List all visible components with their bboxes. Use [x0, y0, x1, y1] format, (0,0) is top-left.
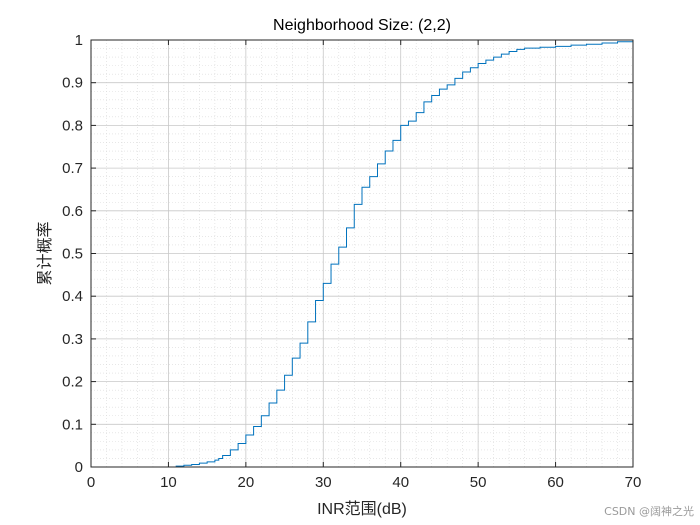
y-tick-label: 0.3	[62, 331, 83, 348]
x-tick-label: 70	[625, 474, 642, 491]
x-tick-label: 0	[87, 474, 95, 491]
y-tick-label: 1	[75, 32, 83, 49]
y-tick-label: 0.8	[62, 117, 83, 134]
y-tick-label: 0.9	[62, 75, 83, 92]
x-tick-label: 60	[547, 474, 564, 491]
y-tick-label: 0.4	[62, 288, 83, 305]
x-tick-label: 40	[392, 474, 409, 491]
y-tick-label: 0.1	[62, 416, 83, 433]
y-axis-label: 累计概率	[36, 221, 54, 285]
watermark: CSDN @阔神之光	[604, 505, 694, 518]
y-tick-labels: 0 0.1 0.2 0.3 0.4 0.5 0.6 0.7 0.8 0.9 1	[62, 32, 83, 476]
x-tick-label: 20	[238, 474, 255, 491]
x-axis-label: INR范围(dB)	[317, 500, 407, 518]
axis-ticks	[90, 39, 634, 468]
y-tick-label: 0	[75, 459, 83, 476]
y-tick-label: 0.6	[62, 203, 83, 220]
y-tick-label: 0.7	[62, 160, 83, 177]
x-tick-label: 30	[315, 474, 332, 491]
y-tick-label: 0.5	[62, 246, 83, 263]
x-tick-labels: 0 10 20 30 40 50 60 70	[87, 474, 642, 491]
x-tick-label: 10	[160, 474, 177, 491]
chart-title: Neighborhood Size: (2,2)	[273, 17, 451, 34]
y-tick-label: 0.2	[62, 374, 83, 391]
cdf-series-line	[168, 40, 634, 468]
x-tick-label: 50	[470, 474, 487, 491]
